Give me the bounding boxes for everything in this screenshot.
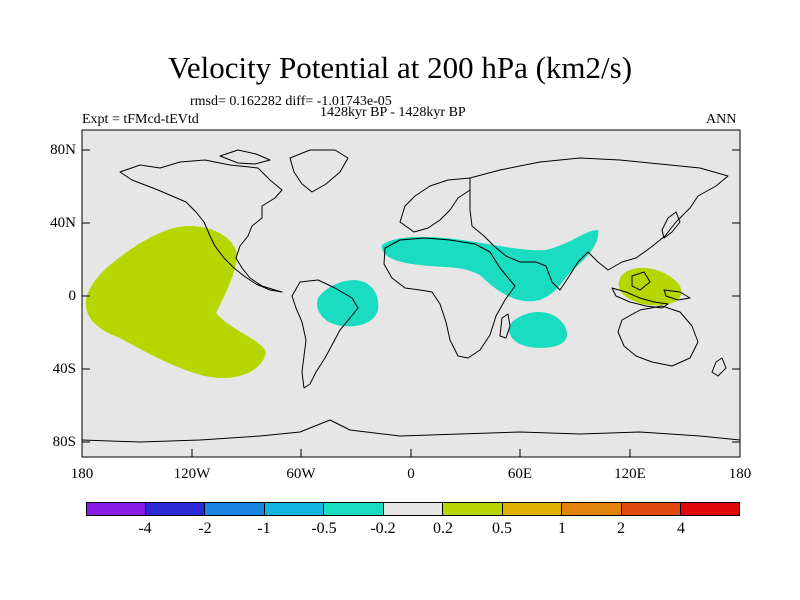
lat-tick-80s: 80S	[52, 434, 76, 450]
lon-tick-60e: 60E	[507, 466, 533, 482]
colorbar-label: 0.2	[433, 520, 453, 537]
japan-coast	[661, 211, 681, 239]
colorbar-label: 2	[617, 520, 625, 537]
lat-tick-40s: 40S	[52, 361, 76, 377]
stats-text: rmsd= 0.162282 diff= -1.01743e-05	[190, 94, 392, 109]
africa-coast	[383, 237, 516, 359]
lon-tick-180w: 180	[70, 466, 94, 482]
axis-ticks	[81, 149, 741, 457]
lat-tick-0: 0	[68, 288, 77, 304]
north-america-coast	[119, 159, 283, 293]
lat-tick-40n: 40N	[50, 215, 76, 231]
lat-tick-80n: 80N	[50, 142, 76, 158]
colorbar-label: -0.2	[370, 520, 396, 537]
pacific-positive-anomaly	[85, 225, 266, 379]
colorbar-label: 0.5	[492, 520, 512, 537]
madagascar-coast	[499, 313, 511, 339]
australia-coast	[617, 305, 699, 367]
new-guinea-coast	[663, 289, 691, 301]
colorbar-swatch-3	[205, 502, 265, 516]
colorbar-label: 1	[558, 520, 566, 537]
arctic-islands-coast	[219, 149, 271, 165]
south-america-coast	[291, 279, 359, 389]
asia-coast	[469, 157, 729, 291]
southern-atlantic-negative-anomaly	[317, 280, 379, 327]
lon-tick-0: 0	[407, 466, 415, 482]
greenland-coast	[289, 149, 349, 193]
colorbar-label: -1	[257, 520, 271, 537]
colorbar-label: -2	[198, 520, 212, 537]
lon-tick-180e: 180	[728, 466, 752, 482]
plot-title: Velocity Potential at 200 hPa (km2/s)	[167, 50, 633, 85]
north-africa-asia-negative-anomaly	[381, 230, 599, 302]
colorbar-frame	[86, 502, 740, 516]
period-label: 1428kyr BP - 1428kyr BP	[320, 105, 466, 120]
colorbar-label: -4	[138, 520, 152, 537]
colorbar-label: 4	[677, 520, 685, 537]
colorbar-swatch-5	[324, 502, 384, 516]
lon-tick-120e: 120E	[614, 466, 646, 482]
season-label: ANN	[706, 112, 737, 127]
colorbar-swatch-10	[621, 502, 682, 516]
lon-tick-120w: 120W	[173, 466, 211, 482]
antarctica-coast	[81, 419, 741, 443]
lon-tick-60w: 60W	[286, 466, 316, 482]
indian-ocean-negative-anomaly	[509, 311, 568, 348]
experiment-label: Expt = tFMcd-tEVtd	[82, 112, 199, 127]
colorbar-swatch-9	[562, 502, 622, 516]
colorbar-swatch-8	[502, 502, 563, 516]
colorbar	[86, 502, 741, 516]
new-zealand-coast	[711, 357, 727, 377]
colorbar-swatch-4	[264, 502, 325, 516]
colorbar-swatch-7	[443, 502, 503, 516]
colorbar-swatch-11	[681, 502, 741, 516]
colorbar-label: -0.5	[311, 520, 337, 537]
colorbar-swatch-6	[383, 502, 444, 516]
coastlines	[81, 149, 741, 443]
borneo-coast	[631, 271, 651, 291]
indonesia-coast	[611, 287, 669, 309]
colorbar-swatch-1	[86, 502, 146, 516]
colorbar-swatch-2	[145, 502, 206, 516]
